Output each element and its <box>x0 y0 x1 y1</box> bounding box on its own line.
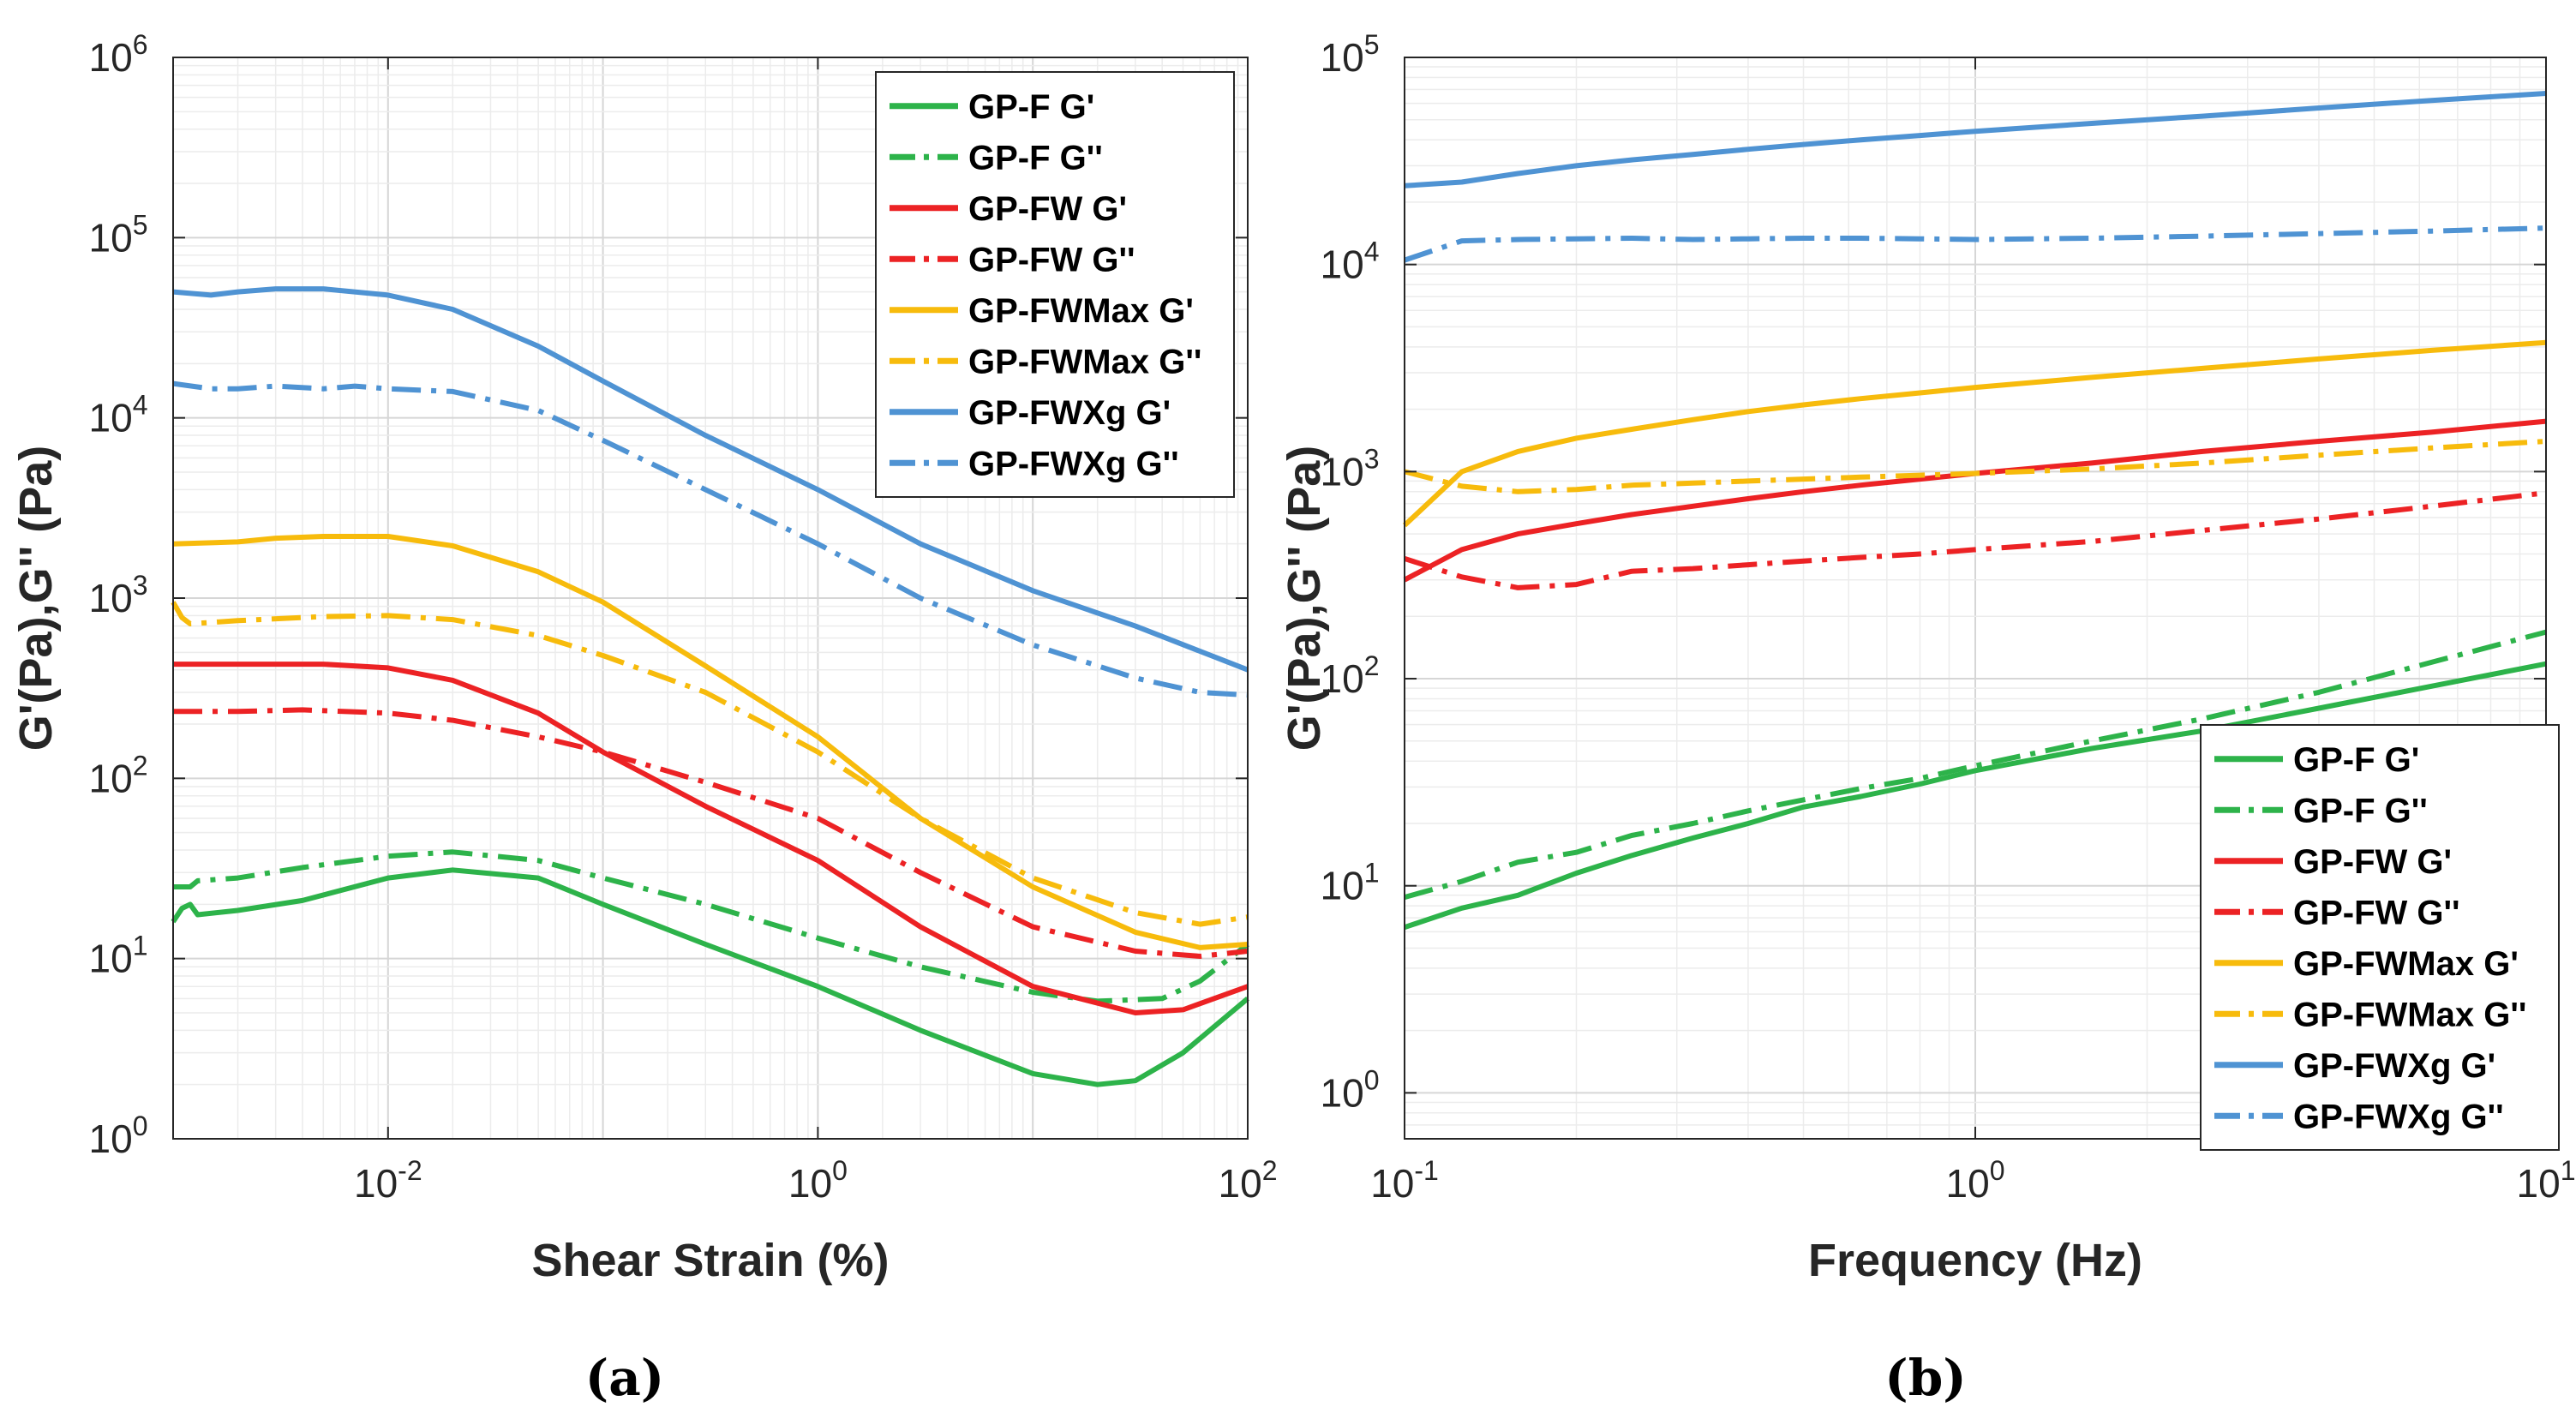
series-lines <box>171 286 1249 1087</box>
legend-label: GP-F G' <box>2293 741 2419 779</box>
legend-label: GP-F G' <box>968 88 1094 126</box>
series-line <box>1404 91 2547 189</box>
series-line <box>172 380 1249 698</box>
y-tick-label: 104 <box>1321 236 1380 287</box>
legend-label: GP-FWMax G'' <box>2293 996 2526 1033</box>
x-tick-label: 101 <box>2517 1155 2576 1206</box>
legend-box <box>2200 724 2560 1151</box>
legend-label: GP-FWXg G'' <box>2293 1098 2504 1135</box>
series-line <box>1402 339 2547 528</box>
legend-label: GP-FWXg G' <box>968 394 1171 432</box>
y-tick-label: 102 <box>89 750 148 800</box>
series-lines <box>1402 91 2547 931</box>
legend-label: GP-FW G'' <box>968 241 1135 278</box>
legend-label: GP-FWMax G' <box>2293 945 2519 983</box>
y-tick-label: 105 <box>89 209 148 260</box>
ticks: 10-2 100 102 100 101 102 103 104 105 106 <box>89 29 1278 1206</box>
x-tick-label: 102 <box>1219 1155 1278 1206</box>
legend-label: GP-F G'' <box>2293 792 2428 829</box>
series-line <box>1404 629 2547 900</box>
x-tick-label: 100 <box>788 1155 848 1206</box>
series-line <box>171 601 1249 927</box>
y-tick-label: 100 <box>1321 1064 1380 1115</box>
legend-label: GP-FWMax G'' <box>968 343 1201 380</box>
legend: GP-F G' GP-F G'' GP-FW G' GP-FW G'' GP-FWMax… <box>2200 724 2560 1151</box>
x-tick-label: 10-2 <box>354 1155 422 1206</box>
legend-label: GP-FWMax G' <box>968 292 1194 330</box>
legend: GP-F G' GP-F G'' GP-FW G' GP-FW G'' GP-FWMax… <box>875 71 1235 498</box>
panel-caption: (a) <box>585 1349 664 1407</box>
legend-box <box>875 71 1235 498</box>
y-tick-label: 103 <box>1321 443 1380 494</box>
legend-label: GP-FWXg G' <box>2293 1047 2495 1085</box>
y-tick-label: 104 <box>89 390 148 440</box>
y-tick-label: 101 <box>1321 858 1380 908</box>
y-axis-title: G'(Pa),G'' (Pa) <box>1279 446 1330 751</box>
series-line <box>172 534 1249 950</box>
y-tick-label: 105 <box>1321 29 1380 80</box>
legend-label: GP-F G'' <box>968 139 1103 177</box>
chart-panel-a: 10-2 100 102 100 101 102 103 104 105 106 Shear Str… <box>10 29 1277 1407</box>
legend-label: GP-FW G'' <box>2293 894 2460 931</box>
series-line <box>173 707 1249 959</box>
y-tick-label: 100 <box>89 1111 148 1161</box>
x-tick-label: 100 <box>1946 1155 2005 1206</box>
x-axis-title: Shear Strain (%) <box>531 1235 889 1286</box>
series-line <box>173 662 1249 1015</box>
y-tick-label: 106 <box>89 29 148 80</box>
legend-label: GP-FWXg G'' <box>968 445 1179 482</box>
series-line <box>1403 418 2547 583</box>
y-tick-label: 103 <box>89 570 148 620</box>
panel-caption: (b) <box>1884 1349 1966 1407</box>
y-axis-title: G'(Pa),G'' (Pa) <box>10 446 62 751</box>
chart-panel-b: 10-1 100 101 100 101 102 103 104 105 Frequency (H… <box>1279 29 2575 1407</box>
series-line <box>1404 490 2547 590</box>
series-line <box>171 867 1249 1087</box>
legend-label: GP-FW G' <box>968 190 1127 228</box>
legend-label: GP-FW G' <box>2293 843 2452 881</box>
series-line <box>172 286 1249 673</box>
y-tick-label: 101 <box>89 931 148 981</box>
x-axis-title: Frequency (Hz) <box>1808 1235 2142 1286</box>
x-tick-label: 10-1 <box>1370 1155 1439 1206</box>
series-line <box>1404 661 2547 931</box>
y-tick-label: 102 <box>1321 650 1380 701</box>
